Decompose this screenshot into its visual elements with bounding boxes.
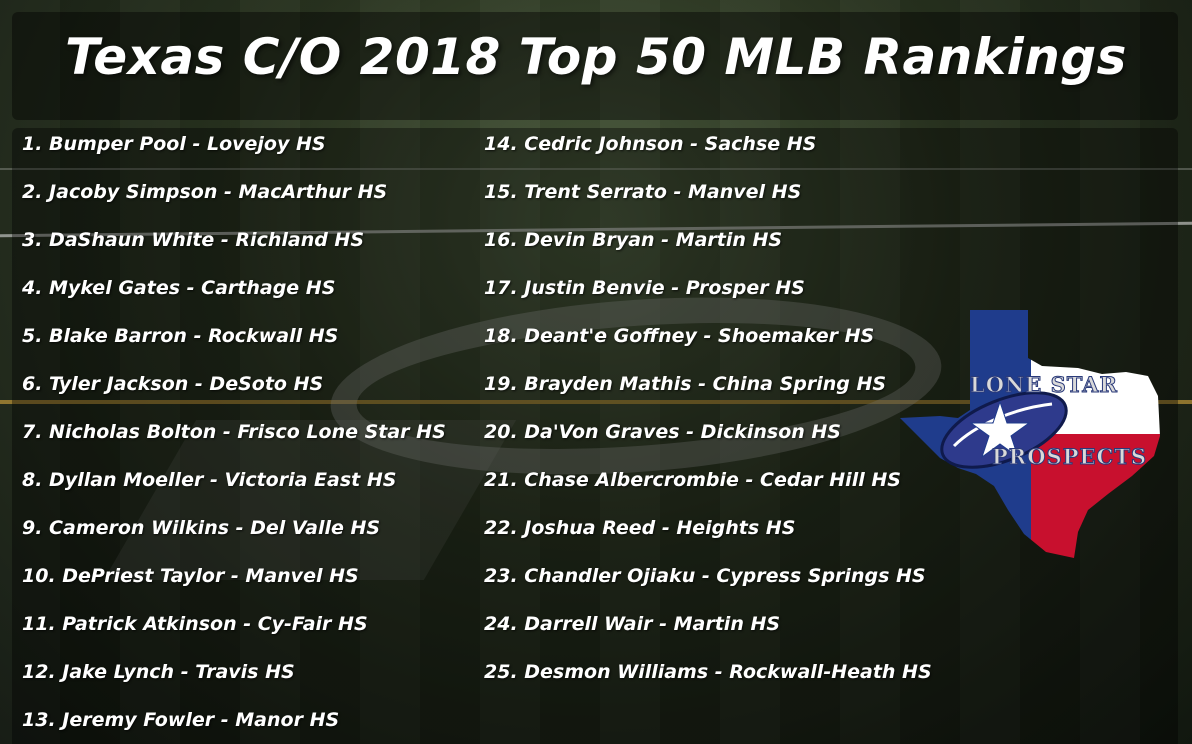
ranking-item: 24. Darrell Wair - Martin HS <box>484 613 781 635</box>
yard-line <box>0 400 1192 404</box>
ranking-item: 25. Desmon Williams - Rockwall-Heath HS <box>484 661 932 683</box>
title-panel <box>12 12 1178 120</box>
ranking-item: 1. Bumper Pool - Lovejoy HS <box>22 133 326 155</box>
logo-text-line1: LONE STAR <box>970 372 1118 397</box>
ranking-item: 14. Cedric Johnson - Sachse HS <box>484 133 817 155</box>
logo-text-line2: PROSPECTS <box>992 444 1147 469</box>
ranking-item: 17. Justin Benvie - Prosper HS <box>484 277 805 299</box>
page-title: Texas C/O 2018 Top 50 MLB Rankings <box>65 28 1127 86</box>
ranking-item: 15. Trent Serrato - Manvel HS <box>484 181 802 203</box>
ranking-item: 11. Patrick Atkinson - Cy-Fair HS <box>22 613 368 635</box>
ranking-item: 9. Cameron Wilkins - Del Valle HS <box>22 517 381 539</box>
ranking-item: 3. DaShaun White - Richland HS <box>22 229 365 251</box>
ranking-item: 4. Mykel Gates - Carthage HS <box>22 277 336 299</box>
ranking-item: 10. DePriest Taylor - Manvel HS <box>22 565 359 587</box>
ranking-item: 16. Devin Bryan - Martin HS <box>484 229 783 251</box>
ranking-item: 18. Deant'e Goffney - Shoemaker HS <box>484 325 875 347</box>
ranking-item: 19. Brayden Mathis - China Spring HS <box>484 373 887 395</box>
ranking-item: 6. Tyler Jackson - DeSoto HS <box>22 373 324 395</box>
ranking-item: 23. Chandler Ojiaku - Cypress Springs HS <box>484 565 926 587</box>
ranking-item: 7. Nicholas Bolton - Frisco Lone Star HS <box>22 421 446 443</box>
yard-line <box>0 168 1192 170</box>
ranking-item: 5. Blake Barron - Rockwall HS <box>22 325 339 347</box>
ranking-item: 21. Chase Albercrombie - Cedar Hill HS <box>484 469 901 491</box>
ranking-item: 8. Dyllan Moeller - Victoria East HS <box>22 469 397 491</box>
ranking-item: 12. Jake Lynch - Travis HS <box>22 661 295 683</box>
lone-star-prospects-logo: LONE STAR PROSPECTS <box>900 310 1160 558</box>
star-icon <box>969 400 1031 459</box>
ranking-item: 22. Joshua Reed - Heights HS <box>484 517 796 539</box>
ranking-item: 2. Jacoby Simpson - MacArthur HS <box>22 181 388 203</box>
ranking-item: 20. Da'Von Graves - Dickinson HS <box>484 421 841 443</box>
ranking-item: 13. Jeremy Fowler - Manor HS <box>22 709 340 731</box>
